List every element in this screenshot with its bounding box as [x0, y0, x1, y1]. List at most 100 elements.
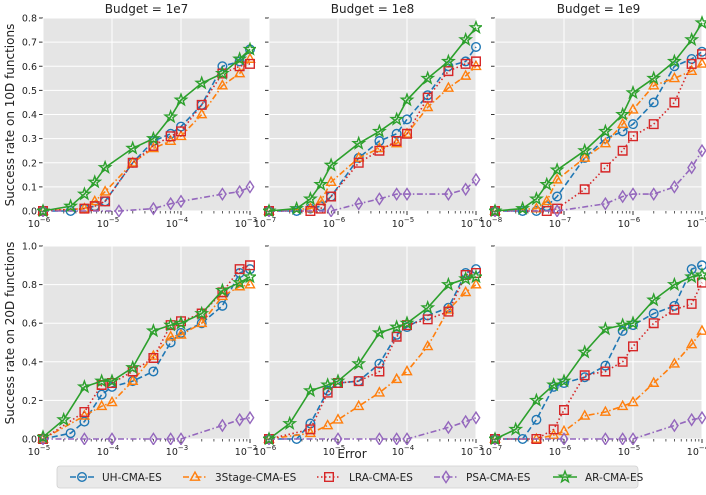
data-point-psa-cma-es — [600, 432, 610, 445]
data-point-ar-cma-es — [694, 267, 706, 282]
series-line-ar-cma-es — [494, 22, 703, 212]
data-point-psa-cma-es — [618, 189, 628, 204]
data-point-ar-cma-es — [528, 392, 544, 407]
data-point-uh-cma-es — [648, 308, 659, 319]
x-tick-exponent: −3 — [473, 444, 483, 452]
data-point-lra-cma-es — [552, 203, 563, 214]
data-point-psa-cma-es — [697, 143, 706, 158]
x-tick-base: 10 — [461, 447, 473, 458]
data-point-ar-cma-es — [263, 203, 277, 217]
data-point-psa-cma-es — [392, 187, 402, 201]
legend: UH-CMA-ES 3Stage-CMA-ES LRA-CMA-ES PSA-CMA-… — [56, 465, 644, 489]
data-point-3stage-cma-es — [668, 357, 681, 368]
data-point-ar-cma-es — [302, 382, 318, 398]
x-tick-exponent: −5 — [335, 444, 345, 452]
data-point-lra-cma-es — [617, 145, 628, 156]
data-point-lra-cma-es — [422, 92, 433, 103]
data-point-ar-cma-es — [97, 159, 113, 174]
data-point-ar-cma-es — [320, 377, 336, 392]
series-line-lra-cma-es — [269, 60, 477, 212]
series-line-ar-cma-es — [494, 274, 703, 440]
data-point-ar-cma-es — [646, 70, 662, 85]
data-point-uh-cma-es — [600, 360, 611, 371]
series-line-ar-cma-es — [268, 276, 477, 440]
data-point-ar-cma-es — [577, 142, 593, 158]
series-line-lra-cma-es — [495, 53, 703, 212]
x-tick-exponent: −5 — [109, 216, 119, 224]
data-point-ar-cma-es — [515, 200, 531, 215]
data-point-ar-cma-es — [242, 268, 256, 284]
data-point-3stage-cma-es — [373, 141, 386, 153]
data-point-lra-cma-es — [617, 356, 628, 367]
data-point-uh-cma-es — [552, 191, 563, 202]
data-point-lra-cma-es — [471, 56, 481, 67]
data-point-psa-cma-es — [176, 432, 186, 445]
legend-label: AR-CMA-ES — [585, 472, 644, 484]
data-point-ar-cma-es — [163, 317, 179, 332]
y-tick-label: 0.4 — [22, 357, 37, 368]
x-tick-label: 10−6 — [549, 444, 572, 458]
data-point-ar-cma-es — [666, 53, 682, 68]
data-point-ar-cma-es — [323, 157, 339, 172]
data-point-lra-cma-es — [559, 405, 569, 416]
data-point-uh-cma-es — [628, 119, 639, 130]
data-point-ar-cma-es — [646, 292, 662, 307]
data-point-ar-cma-es — [330, 373, 346, 388]
legend-label: PSA-CMA-ES — [466, 472, 531, 484]
data-point-ar-cma-es — [214, 282, 230, 297]
data-point-3stage-cma-es — [599, 137, 612, 148]
x-tick-label: 10−7 — [254, 216, 276, 230]
series-line-3stage-cma-es — [268, 65, 477, 212]
data-point-lra-cma-es — [315, 203, 326, 214]
data-point-3stage-cma-es — [578, 151, 591, 162]
panel-title: Budget = 1e9 — [557, 2, 641, 16]
panel-title: Budget = 1e8 — [331, 2, 415, 16]
data-point-psa-cma-es — [443, 187, 453, 201]
data-point-ar-cma-es — [351, 355, 367, 371]
data-point-psa-cma-es — [148, 432, 158, 445]
data-point-lra-cma-es — [79, 203, 90, 214]
data-point-uh-cma-es — [291, 205, 302, 216]
legend-box — [56, 465, 639, 489]
panel-5: 10−710−610−510−4 — [480, 245, 706, 458]
data-point-ar-cma-es — [232, 51, 248, 66]
data-point-ar-cma-es — [399, 92, 415, 107]
data-point-ar-cma-es — [458, 270, 474, 286]
data-point-lra-cma-es — [600, 162, 611, 173]
data-point-lra-cma-es — [234, 264, 245, 275]
data-point-ar-cma-es — [625, 84, 641, 100]
x-tick-exponent: −6 — [266, 444, 277, 452]
x-tick-exponent: −8 — [492, 216, 502, 224]
data-point-psa-cma-es — [697, 410, 706, 425]
x-tick-exponent: −7 — [492, 444, 502, 452]
data-point-3stage-cma-es — [442, 303, 455, 314]
x-tick-exponent: −4 — [178, 216, 189, 224]
data-point-3stage-cma-es — [421, 339, 434, 351]
data-point-psa-cma-es — [669, 418, 679, 433]
data-point-lra-cma-es — [579, 370, 590, 381]
data-point-3stage-cma-es — [304, 202, 317, 213]
data-point-3stage-cma-es — [147, 349, 160, 360]
x-tick-label: 10−6 — [618, 216, 641, 230]
x-tick-label: 10−4 — [97, 444, 120, 458]
data-point-lra-cma-es — [460, 58, 471, 69]
data-point-lra-cma-es — [669, 97, 680, 108]
data-point-uh-cma-es — [374, 136, 385, 147]
x-tick-base: 10 — [166, 219, 178, 230]
series-layer — [263, 264, 482, 445]
data-point-lra-cma-es — [628, 131, 638, 142]
data-point-ar-cma-es — [597, 123, 613, 138]
x-tick-label: 10−2 — [235, 444, 257, 458]
data-point-ar-cma-es — [556, 373, 572, 388]
data-point-uh-cma-es — [471, 41, 482, 52]
data-point-lra-cma-es — [443, 66, 454, 77]
data-point-psa-cma-es — [402, 187, 412, 201]
data-point-lra-cma-es — [548, 424, 559, 435]
legend-marker — [557, 469, 573, 484]
data-point-3stage-cma-es — [599, 405, 612, 416]
data-point-3stage-cma-es — [95, 399, 108, 411]
series-layer — [263, 19, 482, 217]
data-point-ar-cma-es — [615, 317, 631, 332]
data-point-uh-cma-es — [628, 320, 639, 331]
